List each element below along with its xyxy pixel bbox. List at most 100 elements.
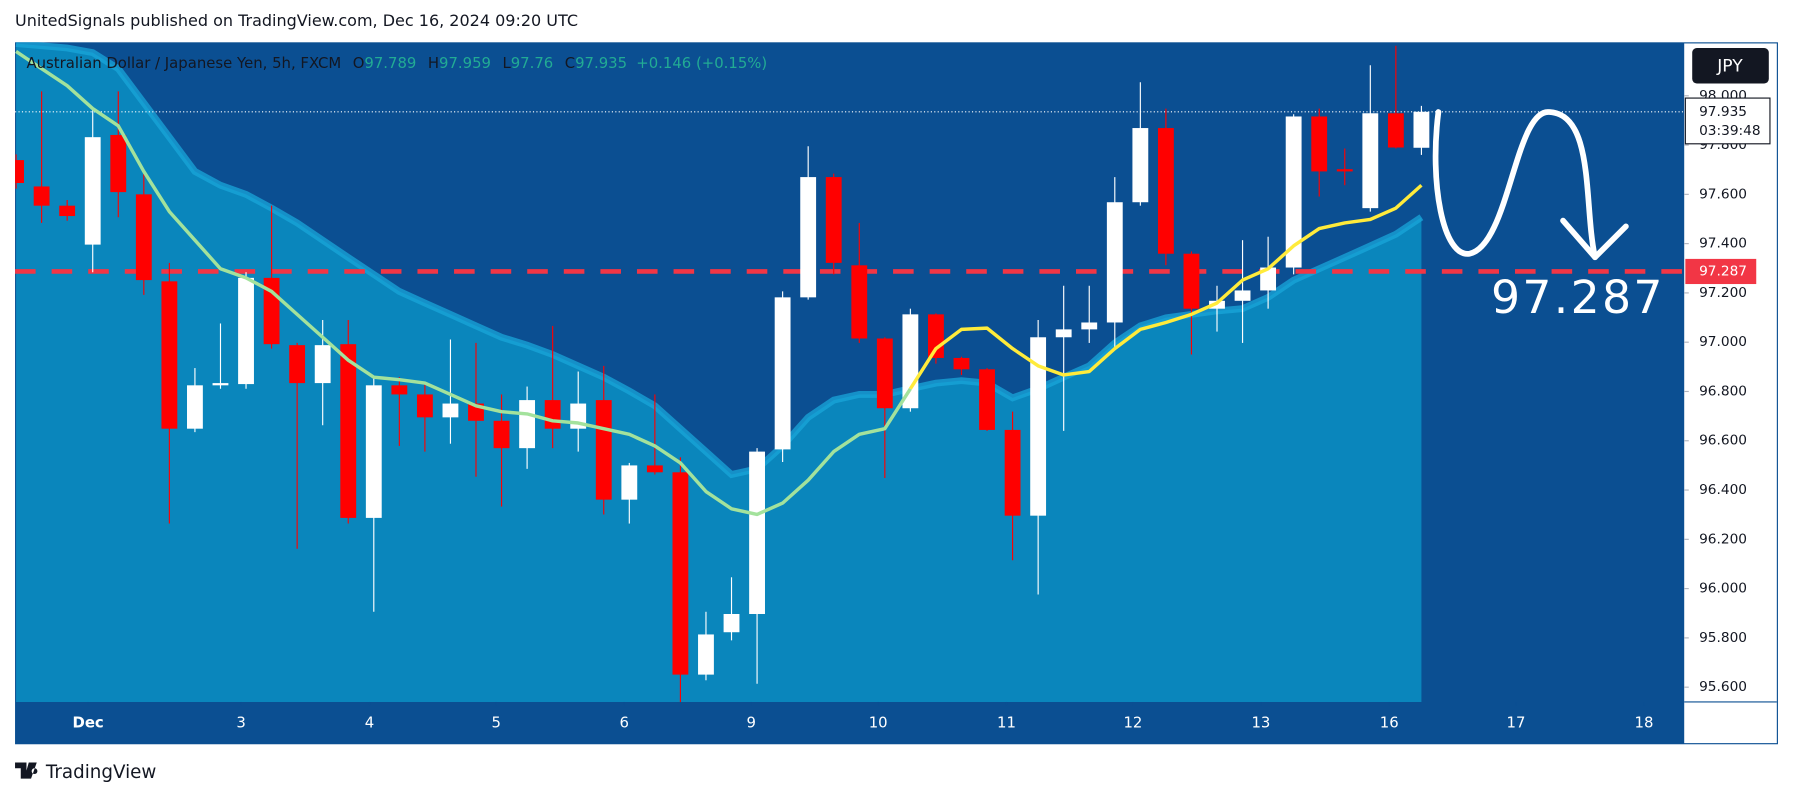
- footer: TradingView: [15, 762, 156, 783]
- candle-body: [1081, 322, 1098, 330]
- candle-body: [621, 465, 638, 500]
- candle-body: [365, 385, 382, 518]
- candle-body: [979, 369, 995, 430]
- y-tick-label: 97.200: [1699, 285, 1747, 301]
- currency-button[interactable]: [1692, 48, 1769, 84]
- candle-body: [340, 344, 357, 518]
- header: UnitedSignals published on TradingView.c…: [15, 11, 578, 30]
- candle-body: [1157, 128, 1174, 254]
- candle-body: [672, 472, 689, 675]
- candle-body: [902, 314, 919, 409]
- candle-body: [289, 345, 306, 384]
- x-tick-label: 3: [236, 714, 245, 732]
- candle-body: [15, 160, 24, 184]
- candle-body: [442, 403, 459, 418]
- x-tick-label: 6: [619, 714, 628, 732]
- candle-body: [774, 297, 791, 450]
- candle-body: [1106, 202, 1123, 323]
- candle-body: [646, 465, 663, 473]
- candle-body: [1311, 116, 1328, 172]
- candle-body: [1004, 429, 1021, 516]
- candle-body: [544, 400, 561, 429]
- candle-body: [84, 137, 101, 245]
- y-tick-label: 96.600: [1699, 433, 1747, 449]
- x-tick-label: Dec: [73, 714, 104, 732]
- legend-key: H: [428, 54, 439, 72]
- y-tick-label: 97.400: [1699, 236, 1747, 252]
- candle-body: [749, 451, 765, 614]
- candle-body: [314, 345, 331, 384]
- candle-body: [825, 177, 842, 263]
- legend-value: 97.935: [575, 54, 627, 72]
- legend-key: O: [353, 54, 365, 72]
- candle-body: [519, 400, 536, 449]
- logo: [15, 762, 38, 779]
- legend-key: L: [502, 54, 511, 72]
- arrow-head: [1560, 217, 1629, 261]
- candle-body: [800, 177, 817, 298]
- countdown: 03:39:48: [1699, 123, 1761, 139]
- candle-body: [493, 420, 510, 449]
- candle-body: [698, 634, 714, 675]
- drawn-arrow: [1432, 109, 1598, 261]
- candle-body: [416, 394, 433, 418]
- candle-body: [33, 186, 50, 206]
- y-tick-label: 97.000: [1699, 334, 1747, 350]
- candle-body: [1285, 116, 1302, 268]
- y-tick-label: 96.400: [1699, 482, 1747, 498]
- candle-body: [1260, 267, 1277, 291]
- axes: 95.600 95.800 96.000 96.200 96.400 96.600 96.8…: [73, 88, 1771, 732]
- price-axis: [1684, 43, 1777, 744]
- legend-value: 97.76: [511, 54, 554, 72]
- candle-body: [161, 281, 178, 429]
- candle-body: [1055, 329, 1072, 338]
- candle-body: [212, 383, 229, 386]
- candle-body: [953, 357, 970, 370]
- y-tick-label: 95.800: [1699, 630, 1747, 646]
- moving-average: [15, 49, 912, 517]
- x-tick-label: 4: [365, 714, 374, 732]
- candle-body: [1183, 253, 1200, 309]
- change: +0.146 (+0.15%): [636, 54, 767, 72]
- candle-body: [391, 385, 408, 395]
- band-area: [16, 43, 1422, 702]
- candle-body: [59, 205, 76, 217]
- y-tick-label: 95.600: [1699, 679, 1747, 695]
- level-label: 97.287: [1699, 263, 1747, 279]
- y-tick-label: 97.600: [1699, 186, 1747, 202]
- level-label-box: [1685, 258, 1757, 285]
- last-price-label: 97.935: [1699, 104, 1747, 120]
- candle-body: [1234, 290, 1251, 301]
- brand: TradingView: [45, 762, 157, 783]
- candle-body: [723, 613, 740, 633]
- legend-value: 97.789: [364, 54, 416, 72]
- plot: [15, 42, 1684, 702]
- candle-body: [1336, 169, 1353, 172]
- legend-value: 97.959: [439, 54, 491, 72]
- x-tick-label: 10: [869, 714, 888, 732]
- candle-body: [135, 194, 152, 281]
- legend: Australian Dollar / Japanese Yen, 5h, FX…: [26, 54, 767, 72]
- x-tick-label: 17: [1506, 714, 1525, 732]
- y-tick-label: 96.800: [1699, 383, 1747, 399]
- currency-label[interactable]: JPY: [1716, 56, 1743, 76]
- x-tick-label: 9: [746, 714, 755, 732]
- legend-key: C: [565, 54, 575, 72]
- candle-body: [1387, 113, 1404, 148]
- x-tick-label: 12: [1123, 714, 1142, 732]
- symbol: Australian Dollar / Japanese Yen, 5h, FX…: [26, 54, 341, 72]
- x-tick-label: 18: [1635, 714, 1654, 732]
- candle-body: [238, 277, 254, 385]
- y-tick-label: 96.000: [1699, 581, 1747, 597]
- candle-body: [595, 400, 612, 500]
- y-tick-label: 96.200: [1699, 531, 1747, 547]
- level-annotation: 97.287: [1491, 271, 1665, 324]
- candle-body: [1362, 113, 1379, 209]
- candle-body: [1132, 128, 1149, 203]
- x-tick-label: 16: [1380, 714, 1399, 732]
- candle-body: [110, 134, 127, 193]
- x-tick-label: 13: [1251, 714, 1270, 732]
- x-tick-label: 11: [997, 714, 1016, 732]
